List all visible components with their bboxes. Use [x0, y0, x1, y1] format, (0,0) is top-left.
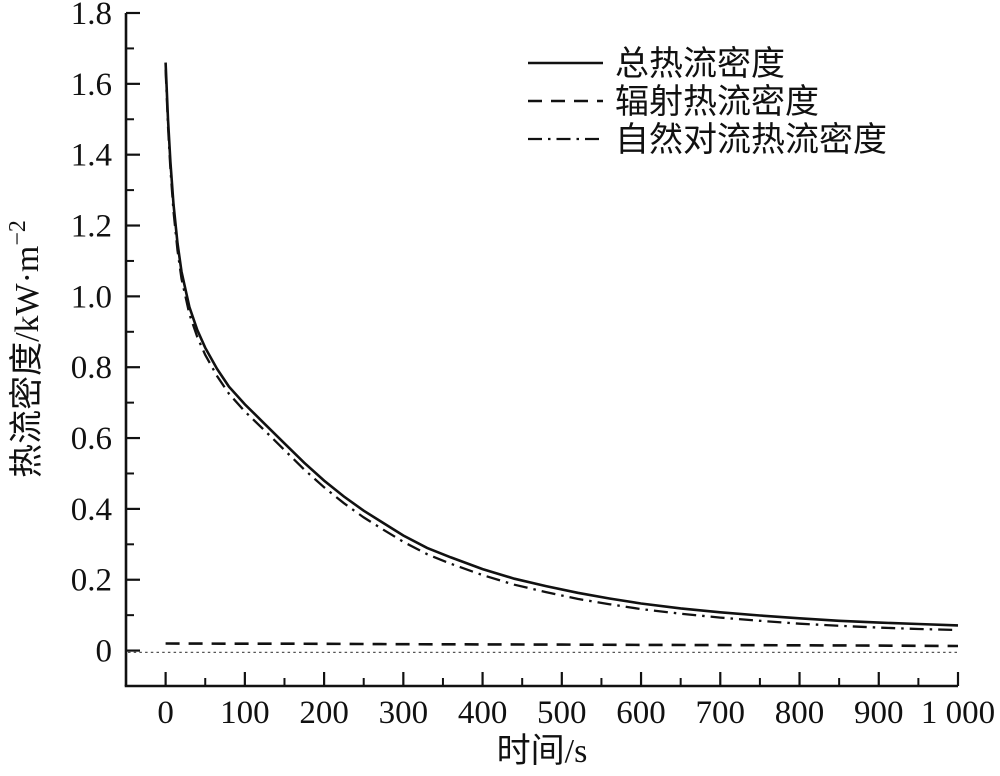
x-tick-label: 300	[379, 695, 429, 731]
y-axis-title: 热流密度/kW·m−2	[5, 220, 46, 478]
y-tick-label: 1.0	[71, 279, 112, 315]
x-tick-label: 0	[157, 695, 174, 731]
y-tick-label: 1.6	[71, 67, 112, 103]
x-tick-label: 500	[537, 695, 587, 731]
x-tick-label: 900	[854, 695, 904, 731]
y-tick-label: 1.8	[71, 0, 112, 32]
x-tick-label: 700	[696, 695, 746, 731]
x-tick-label: 600	[616, 695, 666, 731]
y-tick-label: 1.4	[71, 138, 112, 174]
x-axis-title: 时间/s	[497, 733, 588, 770]
y-tick-label: 0	[96, 634, 113, 670]
legend-item-1: 辐射热流密度	[528, 83, 819, 121]
y-tick-label: 0.6	[71, 421, 112, 457]
series-line-0	[164, 62, 959, 627]
series-line-2	[164, 69, 959, 632]
y-tick-label: 0.4	[71, 492, 112, 528]
legend-label: 自然对流热流密度	[615, 121, 887, 159]
x-tick-label: 100	[220, 695, 270, 731]
x-tick-label: 1 000	[921, 695, 995, 731]
legend-item-2: 自然对流热流密度	[528, 121, 887, 159]
series-line-1	[165, 642, 959, 648]
x-tick-label: 200	[299, 695, 349, 731]
y-tick-label: 0.8	[71, 350, 112, 386]
x-tick-label: 400	[458, 695, 508, 731]
y-tick-label: 0.2	[71, 563, 112, 599]
legend-label: 辐射热流密度	[615, 83, 819, 121]
legend-item-0: 总热流密度	[528, 45, 785, 83]
legend-label: 总热流密度	[615, 45, 785, 83]
y-tick-label: 1.2	[71, 209, 112, 245]
x-tick-label: 800	[775, 695, 825, 731]
